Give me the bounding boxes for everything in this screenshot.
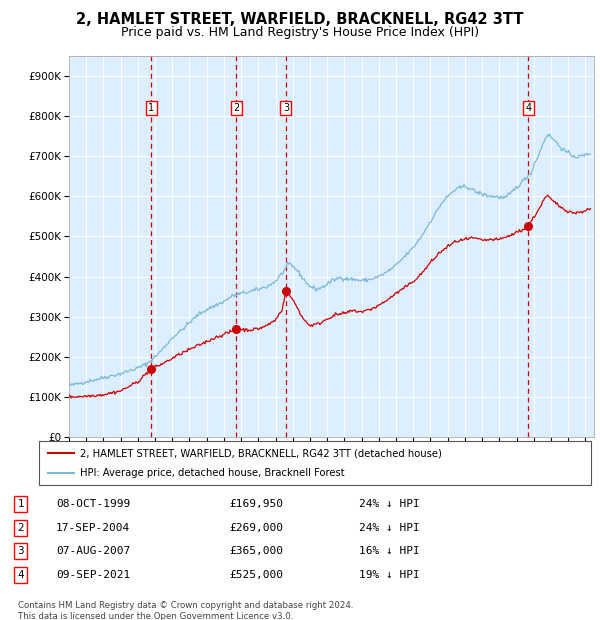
Text: 3: 3 xyxy=(283,103,289,113)
Text: This data is licensed under the Open Government Licence v3.0.: This data is licensed under the Open Gov… xyxy=(18,612,293,620)
Text: Contains HM Land Registry data © Crown copyright and database right 2024.: Contains HM Land Registry data © Crown c… xyxy=(18,601,353,611)
Text: 17-SEP-2004: 17-SEP-2004 xyxy=(56,523,130,533)
Text: £365,000: £365,000 xyxy=(229,546,283,556)
Text: 1: 1 xyxy=(148,103,154,113)
Text: £169,950: £169,950 xyxy=(229,499,283,509)
Text: £525,000: £525,000 xyxy=(229,570,283,580)
Text: 2, HAMLET STREET, WARFIELD, BRACKNELL, RG42 3TT (detached house): 2, HAMLET STREET, WARFIELD, BRACKNELL, R… xyxy=(80,448,442,458)
Text: 19% ↓ HPI: 19% ↓ HPI xyxy=(359,570,419,580)
Text: Price paid vs. HM Land Registry's House Price Index (HPI): Price paid vs. HM Land Registry's House … xyxy=(121,26,479,39)
Text: 09-SEP-2021: 09-SEP-2021 xyxy=(56,570,130,580)
Text: 2: 2 xyxy=(17,523,24,533)
Text: 1: 1 xyxy=(17,499,24,509)
Text: 3: 3 xyxy=(17,546,24,556)
Text: 24% ↓ HPI: 24% ↓ HPI xyxy=(359,499,419,509)
Text: HPI: Average price, detached house, Bracknell Forest: HPI: Average price, detached house, Brac… xyxy=(80,468,345,478)
Text: 07-AUG-2007: 07-AUG-2007 xyxy=(56,546,130,556)
Text: 2, HAMLET STREET, WARFIELD, BRACKNELL, RG42 3TT: 2, HAMLET STREET, WARFIELD, BRACKNELL, R… xyxy=(76,12,524,27)
Text: 4: 4 xyxy=(526,103,532,113)
Text: 16% ↓ HPI: 16% ↓ HPI xyxy=(359,546,419,556)
Text: 08-OCT-1999: 08-OCT-1999 xyxy=(56,499,130,509)
Text: £269,000: £269,000 xyxy=(229,523,283,533)
Text: 2: 2 xyxy=(233,103,239,113)
Text: 4: 4 xyxy=(17,570,24,580)
Text: 24% ↓ HPI: 24% ↓ HPI xyxy=(359,523,419,533)
